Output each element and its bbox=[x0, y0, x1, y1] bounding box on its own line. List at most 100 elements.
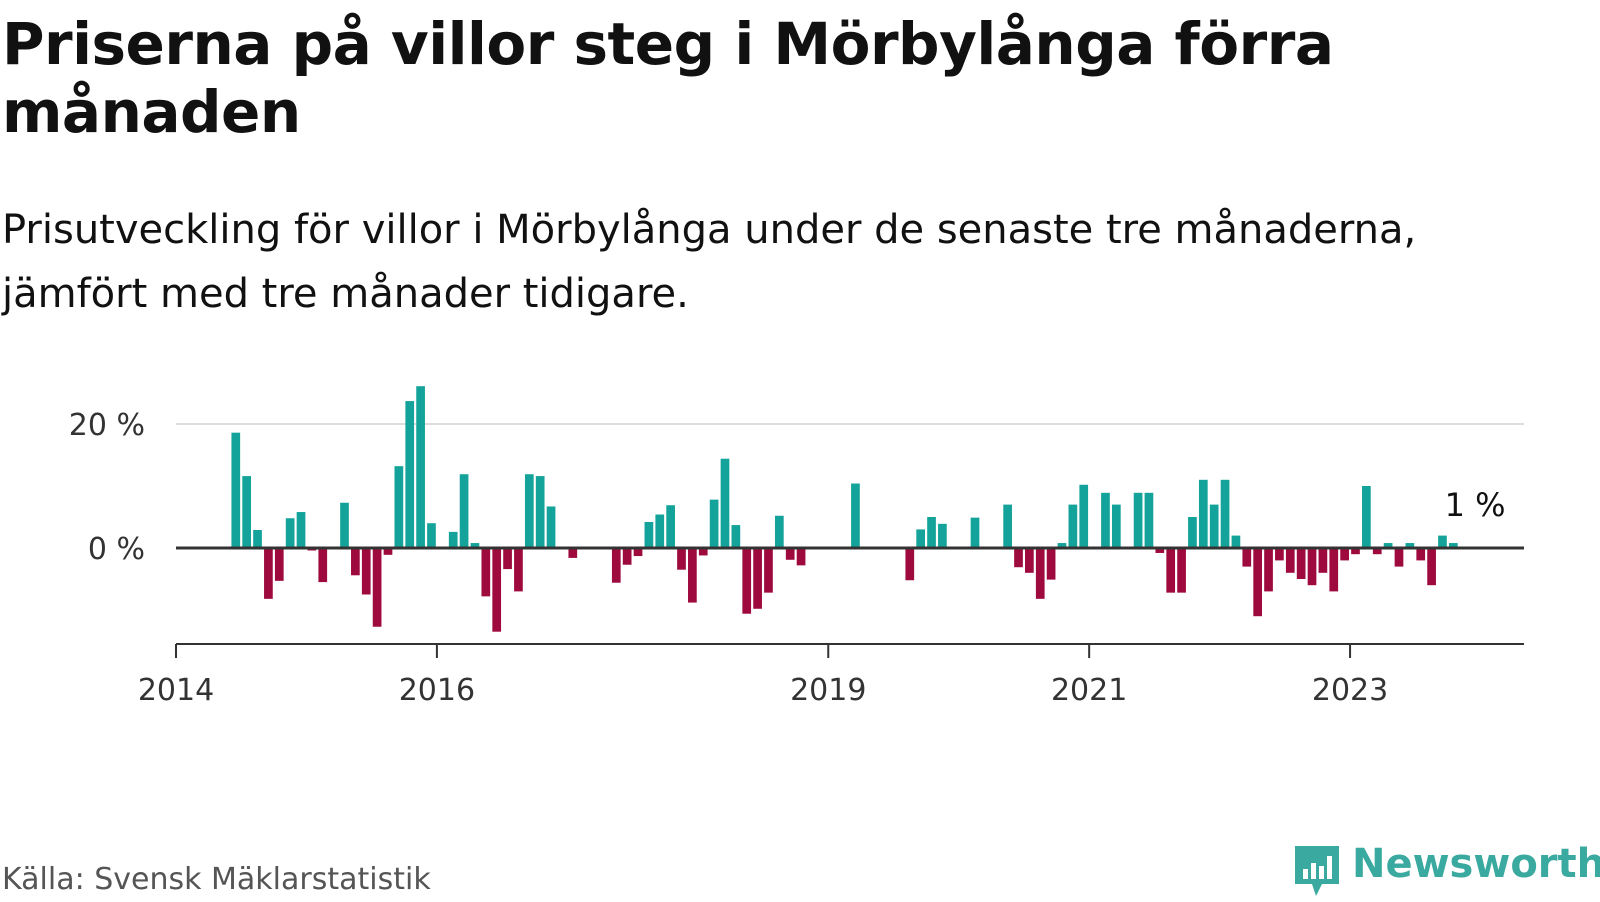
bar bbox=[481, 548, 491, 597]
bar bbox=[1014, 548, 1023, 568]
bar bbox=[774, 515, 784, 548]
bar bbox=[1046, 548, 1056, 580]
bar bbox=[405, 401, 415, 548]
bar bbox=[1416, 548, 1426, 561]
bar bbox=[1318, 548, 1328, 573]
chart-title: Priserna på villor steg i Mörbylånga för… bbox=[2, 10, 1334, 146]
bar bbox=[1285, 548, 1295, 573]
x-tick-label: 2014 bbox=[138, 673, 214, 708]
bar bbox=[296, 512, 306, 548]
bar bbox=[1003, 504, 1012, 548]
bar bbox=[796, 548, 806, 566]
bar bbox=[1275, 548, 1284, 561]
bar bbox=[655, 514, 665, 548]
bar bbox=[1296, 548, 1306, 579]
bar bbox=[785, 548, 795, 560]
bar bbox=[1340, 548, 1349, 561]
bar bbox=[1198, 479, 1208, 548]
newsworthy-logo-icon bbox=[1295, 846, 1339, 896]
bar bbox=[459, 474, 469, 548]
bar bbox=[633, 548, 643, 557]
bar bbox=[622, 548, 632, 565]
y-tick-label: 0 % bbox=[88, 532, 145, 567]
labels: 0 % 20 % 2014 2016 2019 2021 2023 1 % bbox=[69, 408, 1506, 708]
bar bbox=[742, 548, 752, 614]
bar bbox=[1035, 548, 1045, 599]
bar bbox=[688, 548, 697, 603]
bar bbox=[1068, 504, 1078, 548]
bar bbox=[644, 521, 654, 548]
x-tick-label: 2021 bbox=[1051, 673, 1127, 708]
bar bbox=[285, 518, 295, 548]
bar bbox=[698, 548, 708, 556]
bar bbox=[1448, 543, 1458, 548]
source-note: Källa: Svensk Mäklarstatistik bbox=[2, 862, 431, 897]
bar bbox=[394, 466, 404, 548]
bar bbox=[470, 543, 480, 548]
bar bbox=[1133, 492, 1143, 548]
bar bbox=[1405, 543, 1415, 548]
bar bbox=[916, 529, 926, 548]
bar bbox=[1438, 535, 1447, 548]
bar bbox=[253, 530, 262, 548]
bar bbox=[416, 386, 425, 548]
bar bbox=[1155, 548, 1165, 553]
bar bbox=[1351, 548, 1360, 555]
bar bbox=[720, 458, 730, 548]
bar bbox=[938, 523, 947, 548]
bar bbox=[448, 531, 458, 548]
bar bbox=[383, 548, 393, 555]
bar bbox=[1231, 535, 1241, 548]
bar bbox=[1111, 504, 1121, 548]
bar bbox=[351, 548, 360, 576]
bar bbox=[231, 432, 241, 548]
bar bbox=[1025, 548, 1034, 573]
bar bbox=[318, 548, 328, 583]
bar bbox=[503, 548, 512, 570]
bar bbox=[1372, 548, 1382, 555]
bar bbox=[535, 476, 545, 548]
bar-chart: 0 % 20 % 2014 2016 2019 2021 2023 1 % bbox=[69, 386, 1524, 708]
bar bbox=[524, 474, 534, 548]
bar bbox=[340, 502, 349, 548]
bar bbox=[1079, 484, 1089, 548]
x-tick-label: 2023 bbox=[1312, 673, 1388, 708]
bar bbox=[1101, 492, 1110, 548]
chart-subtitle: Prisutveckling för villor i Mörbylånga u… bbox=[2, 207, 1417, 317]
bar bbox=[666, 505, 675, 548]
bar bbox=[709, 499, 719, 548]
bar bbox=[970, 517, 980, 548]
bar bbox=[611, 548, 621, 583]
bar bbox=[1242, 548, 1252, 567]
bar bbox=[731, 525, 741, 548]
bar bbox=[1177, 548, 1186, 593]
bars bbox=[231, 386, 1458, 632]
x-tick-label: 2016 bbox=[399, 673, 475, 708]
bar bbox=[1362, 486, 1371, 548]
bar bbox=[1188, 517, 1197, 548]
bar bbox=[1307, 548, 1317, 586]
bar bbox=[492, 548, 502, 632]
bar bbox=[274, 548, 284, 581]
bar bbox=[372, 548, 382, 627]
bar bbox=[361, 548, 371, 595]
bar bbox=[1057, 543, 1067, 548]
bar bbox=[851, 483, 860, 548]
x-tick-label: 2019 bbox=[790, 673, 866, 708]
bar bbox=[1394, 548, 1404, 567]
bar bbox=[905, 548, 915, 581]
bar bbox=[753, 548, 762, 609]
axes bbox=[175, 546, 1524, 658]
bar bbox=[1329, 548, 1339, 592]
last-value-annotation: 1 % bbox=[1445, 486, 1506, 524]
bar bbox=[1383, 543, 1393, 548]
bar bbox=[1220, 479, 1230, 548]
bar bbox=[1209, 504, 1219, 548]
bar bbox=[546, 506, 556, 548]
bar bbox=[242, 476, 252, 548]
bar bbox=[1253, 548, 1263, 617]
y-tick-label: 20 % bbox=[69, 408, 145, 443]
bar bbox=[1264, 548, 1273, 592]
brand-name: Newsworthy bbox=[1352, 841, 1600, 887]
brand[interactable]: Newsworthy bbox=[1292, 842, 1600, 902]
